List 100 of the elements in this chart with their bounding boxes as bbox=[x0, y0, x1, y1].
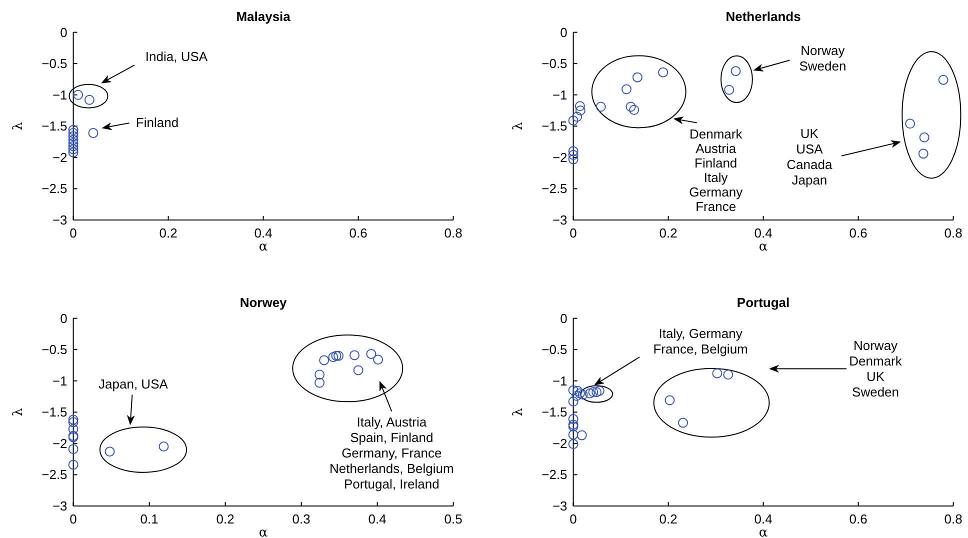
point bbox=[629, 104, 640, 115]
point bbox=[353, 365, 364, 376]
point bbox=[568, 116, 578, 126]
point bbox=[68, 131, 78, 142]
point bbox=[712, 368, 722, 378]
point bbox=[568, 385, 578, 396]
point bbox=[68, 417, 78, 428]
x-tick-label: 0.4 bbox=[368, 512, 386, 526]
x-tick-label: 0.8 bbox=[944, 512, 962, 526]
x-tick-label: 0.3 bbox=[292, 512, 310, 526]
y-tick-label: −1.5 bbox=[42, 118, 68, 134]
point bbox=[596, 102, 606, 112]
point bbox=[73, 90, 84, 100]
point bbox=[68, 128, 78, 138]
point bbox=[319, 355, 330, 366]
y-axis-title: λ bbox=[10, 408, 26, 416]
point bbox=[568, 414, 578, 424]
annotation: India, USA bbox=[145, 48, 208, 64]
annotation: Finland bbox=[136, 114, 179, 130]
x-tick-label: 0.5 bbox=[444, 512, 462, 526]
y-tick-label: −1 bbox=[52, 373, 68, 388]
x-axis-title: α bbox=[758, 526, 768, 538]
y-tick-label: −1 bbox=[552, 373, 568, 388]
point bbox=[68, 147, 78, 158]
annotation: Japan, USA bbox=[98, 376, 168, 392]
y-tick-label: −3 bbox=[52, 498, 68, 514]
y-tick-label: −2.5 bbox=[42, 181, 68, 196]
point bbox=[568, 396, 578, 407]
point bbox=[68, 460, 78, 470]
point bbox=[104, 446, 115, 457]
point bbox=[574, 388, 585, 398]
point bbox=[68, 124, 78, 135]
y-axis-title: λ bbox=[510, 408, 526, 416]
y-tick-label: −2.5 bbox=[542, 467, 568, 482]
x-tick-label: 0 bbox=[70, 512, 77, 526]
point bbox=[918, 148, 928, 159]
point bbox=[919, 132, 930, 142]
y-tick-label: −0.5 bbox=[542, 342, 568, 358]
annotation: Italy, Germany France, Belgium bbox=[653, 326, 748, 356]
point bbox=[314, 370, 325, 380]
point bbox=[568, 439, 578, 450]
y-tick-label: −2 bbox=[52, 436, 68, 451]
point bbox=[584, 388, 595, 398]
y-tick-label: −1.5 bbox=[542, 118, 568, 134]
point bbox=[68, 144, 78, 154]
annotation: UK USA Canada Japan bbox=[786, 125, 833, 187]
x-tick-label: 0 bbox=[70, 226, 77, 240]
x-tick-label: 0.2 bbox=[659, 226, 678, 240]
annotation: Italy, Austria Spain, Finland Germany, France Netherlands, Belgium Portugal, Ireland bbox=[330, 414, 454, 491]
y-tick-label: −2 bbox=[552, 150, 568, 165]
point bbox=[314, 378, 325, 388]
y-tick-label: −1 bbox=[52, 87, 68, 102]
x-tick-label: 0.2 bbox=[216, 512, 234, 526]
point bbox=[572, 112, 582, 122]
x-tick-label: 0.8 bbox=[444, 226, 462, 240]
point bbox=[334, 350, 344, 361]
point bbox=[68, 141, 78, 152]
x-tick-label: 0.6 bbox=[849, 512, 868, 526]
x-axis-title: α bbox=[258, 526, 268, 538]
point bbox=[664, 395, 675, 406]
point bbox=[575, 106, 586, 116]
y-axis-title: λ bbox=[510, 122, 526, 130]
point bbox=[905, 118, 916, 129]
y-tick-label: −1 bbox=[552, 87, 568, 102]
point bbox=[576, 430, 587, 440]
annotation: Denmark Austria Finland Italy Germany France bbox=[689, 126, 744, 214]
y-tick-label: −2.5 bbox=[542, 181, 568, 196]
point bbox=[68, 138, 78, 148]
point bbox=[88, 128, 98, 138]
point bbox=[158, 442, 169, 452]
point bbox=[938, 74, 948, 85]
x-tick-label: 0.2 bbox=[159, 226, 178, 240]
chart-title: Malaysia bbox=[236, 8, 292, 24]
x-tick-label: 0.6 bbox=[349, 226, 368, 240]
point bbox=[350, 350, 360, 360]
chart-title: Portugal bbox=[736, 294, 790, 310]
point bbox=[622, 84, 632, 94]
point bbox=[568, 150, 578, 160]
point bbox=[68, 414, 78, 425]
chart-title: Norwey bbox=[240, 294, 288, 310]
point bbox=[68, 444, 78, 454]
y-tick-label: 0 bbox=[60, 24, 68, 40]
point bbox=[632, 72, 642, 82]
y-tick-label: −0.5 bbox=[42, 342, 68, 358]
point bbox=[373, 354, 384, 365]
point bbox=[578, 390, 588, 400]
y-tick-label: 0 bbox=[560, 24, 568, 40]
point bbox=[68, 424, 78, 434]
point bbox=[724, 84, 734, 95]
y-tick-label: −2.5 bbox=[42, 467, 68, 482]
y-axis-title: λ bbox=[10, 122, 26, 130]
point bbox=[331, 350, 342, 361]
x-tick-label: 0.4 bbox=[254, 226, 272, 240]
point bbox=[658, 67, 668, 78]
point bbox=[572, 386, 583, 396]
point bbox=[568, 154, 578, 164]
x-tick-label: 0.4 bbox=[754, 512, 772, 526]
x-tick-label: 0.2 bbox=[659, 512, 678, 526]
point bbox=[626, 102, 636, 112]
point bbox=[572, 390, 582, 401]
